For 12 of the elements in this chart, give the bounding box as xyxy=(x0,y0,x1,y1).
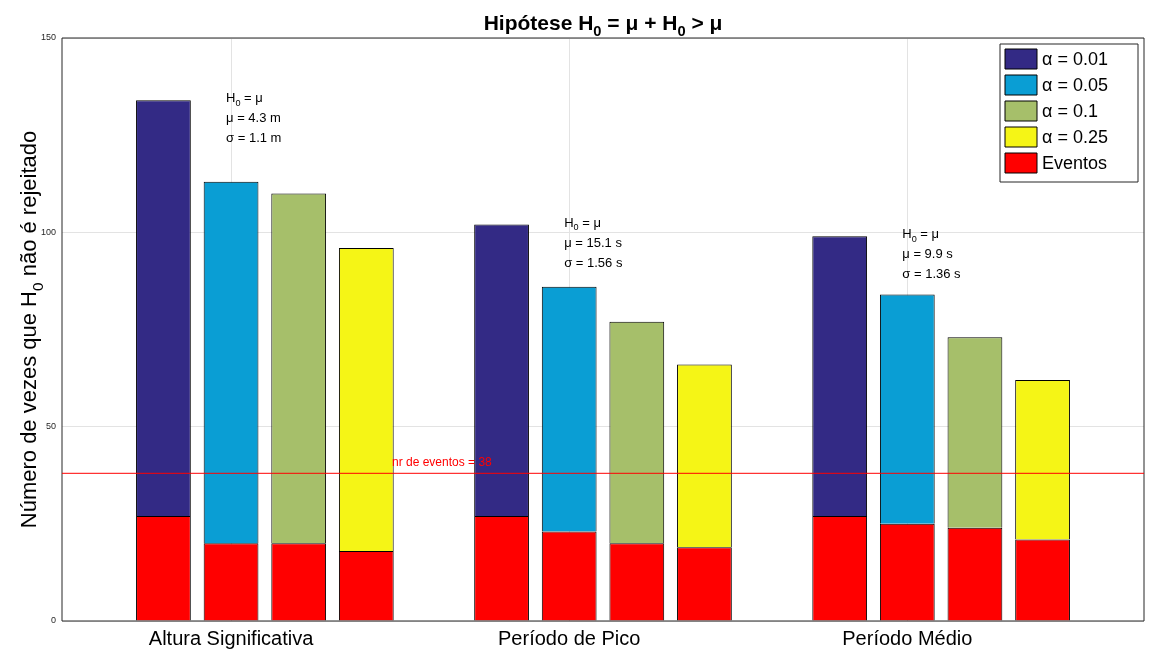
x-tick-label: Período Médio xyxy=(842,626,973,649)
y-tick-label: 150 xyxy=(40,32,56,43)
legend-label: Eventos xyxy=(1042,153,1108,173)
legend-label: α = 0.25 xyxy=(1042,127,1108,147)
y-tick-label: 0 xyxy=(50,615,56,626)
y-tick-label: 50 xyxy=(45,421,56,432)
y-tick-label: 100 xyxy=(40,226,56,237)
legend-label: α = 0.01 xyxy=(1042,49,1108,69)
legend-label: α = 0.1 xyxy=(1042,101,1098,121)
legend-label: α = 0.05 xyxy=(1042,75,1108,95)
x-tick-label: Período de Pico xyxy=(498,626,641,649)
x-tick-label: Altura Significativa xyxy=(148,626,315,649)
